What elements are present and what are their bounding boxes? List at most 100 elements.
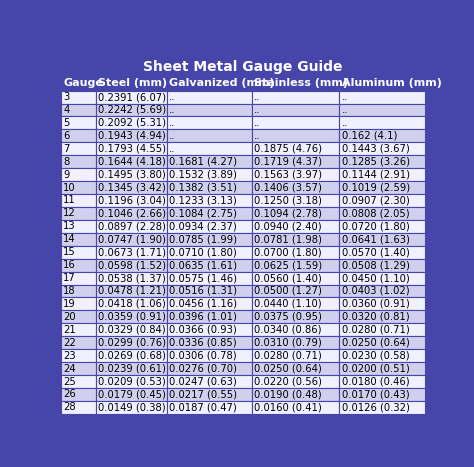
Text: ..: .. [169, 118, 175, 128]
Text: 0.1406 (3.57): 0.1406 (3.57) [254, 183, 322, 192]
Text: 0.0418 (1.06): 0.0418 (1.06) [98, 299, 165, 309]
FancyBboxPatch shape [339, 220, 425, 233]
Text: 0.0306 (0.78): 0.0306 (0.78) [169, 351, 237, 361]
Text: 3: 3 [64, 92, 70, 102]
FancyBboxPatch shape [96, 297, 166, 311]
FancyBboxPatch shape [96, 336, 166, 349]
Text: 0.1233 (3.13): 0.1233 (3.13) [169, 196, 237, 205]
Text: Aluminum (mm): Aluminum (mm) [341, 78, 441, 88]
FancyBboxPatch shape [166, 311, 252, 323]
FancyBboxPatch shape [252, 284, 339, 297]
Text: 19: 19 [64, 299, 76, 309]
Text: Steel (mm): Steel (mm) [98, 78, 167, 88]
FancyBboxPatch shape [339, 336, 425, 349]
Text: 0.0625 (1.59): 0.0625 (1.59) [254, 260, 322, 270]
Text: 0.0403 (1.02): 0.0403 (1.02) [341, 286, 409, 296]
FancyBboxPatch shape [61, 323, 96, 336]
FancyBboxPatch shape [96, 116, 166, 129]
Text: 0.0209 (0.53): 0.0209 (0.53) [98, 376, 165, 387]
FancyBboxPatch shape [61, 104, 96, 116]
Text: 0.0934 (2.37): 0.0934 (2.37) [169, 221, 237, 231]
FancyBboxPatch shape [166, 284, 252, 297]
Text: ..: .. [254, 92, 261, 102]
Text: 21: 21 [64, 325, 76, 335]
FancyBboxPatch shape [339, 116, 425, 129]
FancyBboxPatch shape [166, 388, 252, 401]
FancyBboxPatch shape [252, 323, 339, 336]
FancyBboxPatch shape [252, 362, 339, 375]
FancyBboxPatch shape [96, 311, 166, 323]
FancyBboxPatch shape [339, 362, 425, 375]
Text: 18: 18 [64, 286, 76, 296]
Text: 0.0747 (1.90): 0.0747 (1.90) [98, 234, 166, 244]
Text: 0.0940 (2.40): 0.0940 (2.40) [254, 221, 322, 231]
FancyBboxPatch shape [96, 142, 166, 155]
FancyBboxPatch shape [96, 375, 166, 388]
Text: 0.0907 (2.30): 0.0907 (2.30) [341, 196, 409, 205]
FancyBboxPatch shape [339, 388, 425, 401]
FancyBboxPatch shape [61, 375, 96, 388]
Text: 0.1495 (3.80): 0.1495 (3.80) [98, 170, 165, 180]
FancyBboxPatch shape [252, 311, 339, 323]
Text: 0.0340 (0.86): 0.0340 (0.86) [254, 325, 322, 335]
Text: 0.1019 (2.59): 0.1019 (2.59) [341, 183, 410, 192]
FancyBboxPatch shape [166, 233, 252, 246]
Text: 0.0187 (0.47): 0.0187 (0.47) [169, 403, 237, 412]
Text: 0.0440 (1.10): 0.0440 (1.10) [254, 299, 322, 309]
FancyBboxPatch shape [252, 142, 339, 155]
FancyBboxPatch shape [61, 388, 96, 401]
FancyBboxPatch shape [61, 181, 96, 194]
Text: 22: 22 [64, 338, 76, 348]
Text: 6: 6 [64, 131, 70, 141]
Text: 0.0160 (0.41): 0.0160 (0.41) [254, 403, 322, 412]
FancyBboxPatch shape [166, 91, 252, 104]
Text: 8: 8 [64, 157, 70, 167]
FancyBboxPatch shape [339, 76, 425, 91]
Text: 0.0239 (0.61): 0.0239 (0.61) [98, 364, 166, 374]
FancyBboxPatch shape [96, 129, 166, 142]
Text: 0.0250 (0.64): 0.0250 (0.64) [341, 338, 409, 348]
FancyBboxPatch shape [252, 259, 339, 272]
Text: 0.0570 (1.40): 0.0570 (1.40) [341, 247, 409, 257]
Text: 0.0456 (1.16): 0.0456 (1.16) [169, 299, 237, 309]
FancyBboxPatch shape [61, 233, 96, 246]
Text: ..: .. [341, 118, 348, 128]
FancyBboxPatch shape [166, 220, 252, 233]
Text: 0.162 (4.1): 0.162 (4.1) [341, 131, 397, 141]
Text: 0.0170 (0.43): 0.0170 (0.43) [341, 389, 409, 399]
Text: 0.0396 (1.01): 0.0396 (1.01) [169, 312, 237, 322]
FancyBboxPatch shape [61, 116, 96, 129]
FancyBboxPatch shape [339, 194, 425, 207]
FancyBboxPatch shape [339, 349, 425, 362]
FancyBboxPatch shape [339, 207, 425, 220]
FancyBboxPatch shape [96, 349, 166, 362]
Text: 0.1532 (3.89): 0.1532 (3.89) [169, 170, 237, 180]
FancyBboxPatch shape [61, 168, 96, 181]
FancyBboxPatch shape [339, 246, 425, 259]
Text: 0.0673 (1.71): 0.0673 (1.71) [98, 247, 166, 257]
Text: 0.0538 (1.37): 0.0538 (1.37) [98, 273, 165, 283]
Text: 0.0516 (1.31): 0.0516 (1.31) [169, 286, 237, 296]
FancyBboxPatch shape [96, 259, 166, 272]
Text: 11: 11 [64, 196, 76, 205]
FancyBboxPatch shape [96, 362, 166, 375]
FancyBboxPatch shape [339, 168, 425, 181]
Text: 0.0230 (0.58): 0.0230 (0.58) [341, 351, 409, 361]
Text: 0.0280 (0.71): 0.0280 (0.71) [254, 351, 322, 361]
Text: 0.0269 (0.68): 0.0269 (0.68) [98, 351, 166, 361]
Text: 0.0149 (0.38): 0.0149 (0.38) [98, 403, 165, 412]
Text: 0.1250 (3.18): 0.1250 (3.18) [254, 196, 322, 205]
FancyBboxPatch shape [252, 181, 339, 194]
Text: ..: .. [341, 92, 348, 102]
FancyBboxPatch shape [61, 194, 96, 207]
FancyBboxPatch shape [61, 129, 96, 142]
FancyBboxPatch shape [96, 194, 166, 207]
Text: 0.1793 (4.55): 0.1793 (4.55) [98, 144, 166, 154]
FancyBboxPatch shape [252, 91, 339, 104]
Text: ..: .. [169, 144, 175, 154]
FancyBboxPatch shape [61, 272, 96, 284]
FancyBboxPatch shape [96, 272, 166, 284]
Text: 0.0280 (0.71): 0.0280 (0.71) [341, 325, 409, 335]
Text: ..: .. [169, 105, 175, 115]
Text: 0.0450 (1.10): 0.0450 (1.10) [341, 273, 409, 283]
